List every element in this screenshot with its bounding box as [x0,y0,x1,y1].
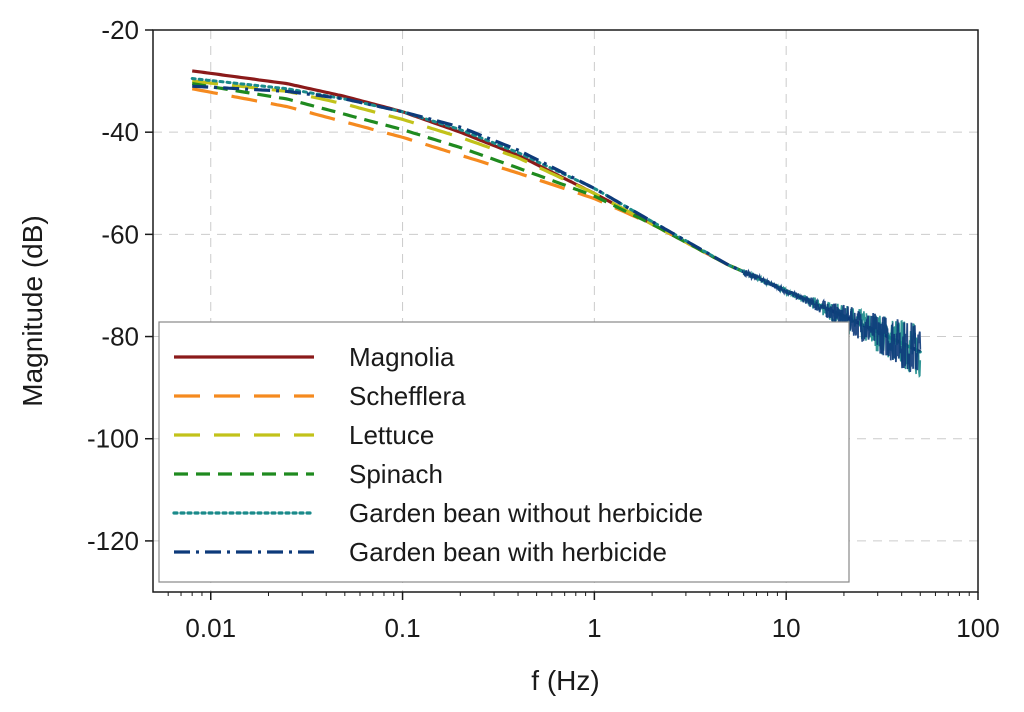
legend-label-garden-bean-without-herbicide: Garden bean without herbicide [349,498,703,528]
series-line-spinach [191,82,921,354]
x-axis-label: f (Hz) [531,665,599,696]
y-tick-label: -100 [87,424,139,454]
y-tick-label: -120 [87,526,139,556]
series-line-garden-bean-without-herbicide [190,77,922,354]
x-tick-label: 100 [956,613,999,643]
y-tick-label: -80 [101,322,139,352]
series-line-garden-bean-with-herbicide [192,84,921,354]
x-tick-label: 10 [772,613,801,643]
series-line-schefflera [191,87,921,354]
legend-label-magnolia: Magnolia [349,342,455,372]
legend-box [158,321,850,583]
series-line-lettuce [192,79,921,354]
legend-label-garden-bean-with-herbicide: Garden bean with herbicide [349,537,667,567]
x-tick-label: 1 [587,613,601,643]
axis-ticks: 0.01 0.1 1 10 100 -20 -40 -60 -80 -100 -120 [87,15,1000,643]
noise-trace [742,268,922,373]
plot-frame [152,29,979,593]
y-axis-label: Magnitude (dB) [17,215,48,406]
x-tick-label: 0.01 [185,613,236,643]
legend-label-lettuce: Lettuce [349,420,434,450]
high-frequency-noise [742,268,922,378]
x-tick-label: 0.1 [384,613,420,643]
y-tick-label: -60 [101,219,139,249]
legend-label-spinach: Spinach [349,459,443,489]
legend: Magnolia Schefflera Lettuce Spinach Garden b… [158,321,850,583]
legend-label-schefflera: Schefflera [349,381,466,411]
y-tick-label: -20 [101,15,139,45]
series-lines [190,69,922,354]
y-tick-label: -40 [101,117,139,147]
series-line-magnolia [191,69,921,354]
